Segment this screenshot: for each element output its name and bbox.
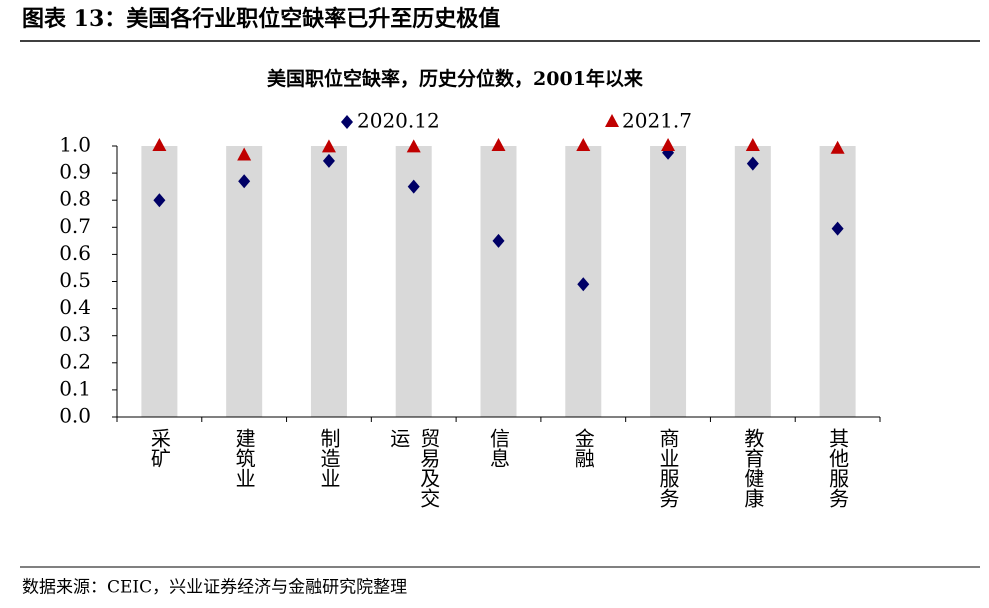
diamond-marker	[153, 193, 166, 208]
y-tick-label: 0.7	[59, 214, 91, 238]
x-tick-label: 采矿	[147, 428, 172, 468]
x-tick-label-box: 建筑业	[204, 428, 284, 524]
triangle-marker	[321, 139, 336, 153]
y-tick-label: 0.2	[59, 349, 91, 373]
diamond-marker	[746, 156, 759, 171]
legend-label: 2021.7	[622, 109, 692, 133]
diamond-marker	[322, 153, 335, 168]
y-tick-label: 1.0	[59, 133, 91, 157]
diamond-marker	[407, 179, 420, 194]
y-tick-label: 0.5	[59, 268, 91, 292]
x-tick-label: 商业服务	[656, 428, 681, 508]
x-tick-label: 制造业	[316, 428, 341, 488]
triangle-marker	[406, 139, 421, 153]
source: 数据来源：CEIC，兴业证券经济与金融研究院整理	[22, 578, 407, 598]
triangle-marker	[745, 138, 760, 151]
legend-marker	[605, 114, 619, 127]
triangle-marker	[491, 138, 506, 151]
legend-label: 2020.12	[357, 109, 440, 133]
range-band	[141, 146, 178, 417]
triangle-marker	[830, 140, 845, 154]
x-tick-label-box: 金融	[543, 428, 623, 524]
range-band	[480, 146, 517, 417]
diamond-marker	[831, 221, 844, 236]
range-band	[650, 146, 687, 417]
x-tick-label-box: 商业服务	[628, 428, 708, 524]
x-tick-label: 建筑业	[232, 428, 257, 488]
legend-marker	[341, 115, 353, 129]
x-tick-label: 其他服务	[825, 428, 850, 508]
x-tick-label-box: 贸易及交运	[374, 428, 454, 524]
triangle-marker	[576, 138, 591, 151]
y-tick-label: 0.1	[59, 376, 91, 400]
x-tick-label-box: 采矿	[119, 428, 199, 524]
x-tick-label-box: 制造业	[289, 428, 369, 524]
triangle-marker	[661, 138, 676, 151]
triangle-marker	[152, 138, 167, 151]
chart-title: 美国职位空缺率，历史分位数，2001年以来	[267, 67, 643, 90]
diamond-marker	[492, 233, 505, 248]
y-tick-label: 0.8	[59, 187, 91, 211]
x-tick-label: 教育健康	[740, 428, 765, 508]
x-tick-label-box: 信息	[459, 428, 539, 524]
range-band	[734, 146, 771, 417]
range-band	[819, 146, 856, 417]
x-tick-label-box: 其他服务	[798, 428, 878, 524]
diamond-marker	[238, 174, 251, 189]
x-tick-label: 贸易及交运	[386, 428, 441, 508]
range-band	[226, 146, 263, 417]
triangle-marker	[237, 147, 252, 161]
y-tick-label: 0.3	[59, 322, 91, 346]
x-tick-label: 信息	[486, 428, 511, 468]
x-tick-label-box: 教育健康	[713, 428, 793, 524]
y-tick-label: 0.4	[59, 295, 91, 319]
range-band	[310, 146, 347, 417]
x-tick-label: 金融	[571, 428, 596, 468]
page-title: 图表 13：美国各行业职位空缺率已升至历史极值	[22, 6, 500, 32]
y-tick-label: 0.0	[59, 404, 91, 428]
y-tick-label: 0.6	[59, 241, 91, 265]
diamond-marker	[577, 277, 590, 292]
y-tick-label: 0.9	[59, 160, 91, 184]
